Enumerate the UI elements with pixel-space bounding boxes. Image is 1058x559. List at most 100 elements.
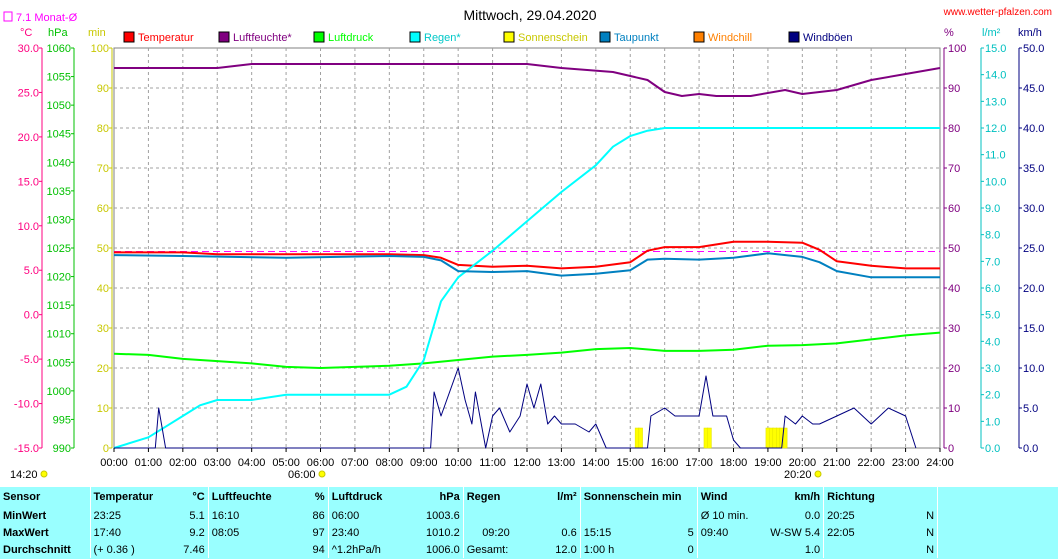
sunrise-label: 06:00	[288, 469, 316, 481]
minutes-axis-tick-label: 80	[97, 123, 109, 135]
minutes-axis-tick-label: 30	[97, 323, 109, 335]
sun-value	[642, 507, 697, 524]
press-time: 23:40	[327, 524, 399, 541]
row-label: Durchschnitt	[3, 543, 71, 556]
x-tick-label: 17:00	[685, 457, 713, 469]
hdr-sensor: Sensor	[3, 491, 41, 503]
rain-axis-tick-label: 2.0	[985, 390, 1000, 402]
wind-value: W-SW 5.4	[770, 526, 821, 539]
minutes-axis-tick-label: 10	[97, 403, 109, 415]
unit-kmh: km/h	[1018, 27, 1042, 39]
x-tick-label: 21:00	[823, 457, 851, 469]
legend-label: Regen*	[424, 32, 461, 44]
press-value: 1006.0	[426, 543, 460, 556]
rain-axis-tick-label: 8.0	[985, 230, 1000, 242]
row-label: MaxWert	[3, 526, 49, 539]
hum-value: 86	[312, 509, 325, 522]
humidity-axis-tick-label: 10	[948, 403, 960, 415]
temp-time: (+ 0.36 )	[89, 541, 157, 558]
x-tick-label: 10:00	[444, 457, 472, 469]
stats-header-row: Sensor Temperatur °C Luftfeuchte % Luftd…	[0, 487, 1058, 507]
monat-avg-icon	[3, 11, 13, 22]
press-value: 1003.6	[426, 509, 460, 522]
temp-value: 5.1	[189, 509, 205, 522]
x-tick-label: 18:00	[720, 457, 748, 469]
wind-axis-tick-label: 35.0	[1023, 163, 1044, 175]
x-tick-label: 08:00	[376, 457, 404, 469]
minutes-axis-tick-label: 50	[97, 243, 109, 255]
sun-time: 15:15	[579, 524, 643, 541]
legend-label: Windchill	[708, 32, 752, 44]
legend-swatch	[788, 31, 800, 43]
unit-lm2: l/m²	[982, 27, 1001, 39]
temp-value: 7.46	[183, 543, 205, 556]
rain-axis-tick-label: 13.0	[985, 96, 1006, 108]
left-sun-icon	[40, 470, 48, 478]
temp-axis-tick-label: -10.0	[14, 399, 39, 411]
sunrise-icon	[318, 470, 326, 478]
rain-axis-tick-label: 7.0	[985, 256, 1000, 268]
left-time-label: 14:20	[10, 469, 38, 481]
weather-chart: 00:00 01:00 02:00 03:00 04:00 05:00 06:00 07:00…	[3, 7, 1052, 481]
x-tick-label: 13:00	[548, 457, 576, 469]
hdr-temperatur: Temperatur	[89, 487, 157, 507]
wind-value: 1.0	[804, 543, 821, 556]
wind-axis-tick-label: 40.0	[1023, 123, 1044, 135]
minutes-axis-tick-label: 100	[91, 43, 109, 55]
site-link[interactable]: www.wetter-pfalzen.com	[943, 7, 1052, 18]
x-tick-label: 24:00	[926, 457, 954, 469]
legend-swatch	[599, 31, 611, 43]
pressure-axis-tick-label: 1040	[47, 157, 71, 169]
legend-label: Luftfeuchte*	[233, 32, 292, 44]
temp-value: 9.2	[189, 526, 205, 539]
hdr-richtung: Richtung	[823, 487, 938, 507]
x-tick-label: 03:00	[203, 457, 231, 469]
x-tick-label: 19:00	[754, 457, 782, 469]
axes: 00:00 01:00 02:00 03:00 04:00 05:00 06:00 07:00…	[14, 43, 1045, 469]
pressure-axis-tick-label: 995	[53, 414, 71, 426]
humidity-axis-tick-label: 80	[948, 123, 960, 135]
x-tick-label: 11:00	[479, 457, 506, 469]
hdr-hum-unit: %	[314, 491, 325, 503]
legend-swatch	[123, 31, 135, 43]
unit-percent: %	[944, 27, 954, 39]
rain-axis-tick-label: 11.0	[985, 150, 1006, 162]
dir-value: N	[926, 526, 935, 539]
stats-spacer	[937, 487, 1058, 507]
temp-axis-tick-label: -15.0	[14, 443, 39, 455]
stats-spacer	[937, 524, 1058, 541]
humidity-axis-tick-label: 50	[948, 243, 960, 255]
humidity-axis-tick-label: 40	[948, 283, 960, 295]
legend-swatch	[313, 31, 325, 43]
minutes-axis-tick-label: 60	[97, 203, 109, 215]
pressure-axis-tick-label: 1050	[47, 100, 71, 112]
hum-time: 16:10	[207, 507, 279, 524]
hum-value: 94	[312, 543, 325, 556]
rain-axis-tick-label: 3.0	[985, 363, 1000, 375]
series-line-temperatur	[114, 240, 940, 270]
sunset-icon	[814, 470, 822, 478]
pressure-axis-tick-label: 1005	[47, 357, 71, 369]
wind-axis-tick-label: 45.0	[1023, 83, 1044, 95]
hdr-luftfeuchte: Luftfeuchte	[207, 487, 279, 507]
temp-axis-tick-label: -5.0	[20, 354, 39, 366]
unit-hpa: hPa	[48, 27, 68, 39]
minutes-axis-tick-label: 90	[97, 83, 109, 95]
legend-swatch	[409, 31, 421, 43]
wind-axis-tick-label: 30.0	[1023, 203, 1044, 215]
temp-axis-tick-label: 0.0	[24, 310, 39, 322]
pressure-axis-tick-label: 1045	[47, 129, 71, 141]
minutes-axis-tick-label: 0	[103, 443, 109, 455]
wind-axis-tick-label: 5.0	[1023, 403, 1038, 415]
pressure-axis-tick-label: 1000	[47, 386, 71, 398]
x-tick-label: 04:00	[238, 457, 266, 469]
rain-axis-tick-label: 9.0	[985, 203, 1000, 215]
series-line-windben	[114, 367, 917, 449]
series-line-luftdruck	[113, 331, 941, 369]
humidity-axis-tick-label: 0	[948, 443, 954, 455]
pressure-axis-tick-label: 1055	[47, 72, 71, 84]
pressure-axis-tick-label: 1015	[47, 300, 71, 312]
rain-value	[528, 507, 580, 524]
minutes-axis-tick-label: 70	[97, 163, 109, 175]
hdr-wind-unit: km/h	[794, 491, 821, 503]
